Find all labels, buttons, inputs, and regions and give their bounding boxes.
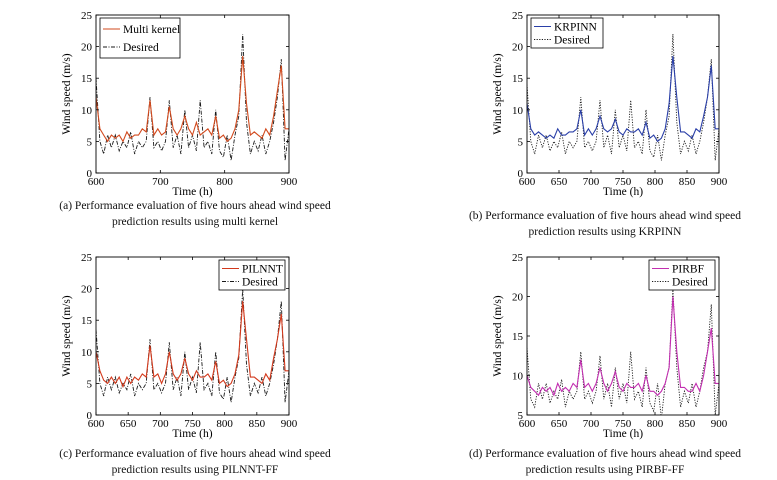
x-tick-label: 850 (679, 418, 696, 430)
caption-b: (b) Performance evaluation of five hours… (468, 210, 742, 238)
legend-label: Desired (554, 35, 590, 47)
x-tick-label: 900 (711, 418, 728, 430)
x-tick-label: 800 (647, 418, 664, 430)
y-tick-label: 15 (81, 73, 93, 85)
caption-c: (c) Performance evaluation of five hours… (59, 448, 331, 476)
series-line-pilnnt (96, 301, 289, 389)
y-tick-label: 5 (518, 410, 524, 422)
y-tick-label: 20 (512, 42, 524, 54)
y-axis-label: Wind speed (m/s) (492, 295, 504, 376)
y-tick-label: 15 (512, 331, 524, 343)
x-tick-label: 700 (152, 176, 169, 188)
x-tick-label: 750 (184, 418, 201, 430)
y-tick-label: 20 (81, 42, 93, 54)
x-tick-label: 650 (551, 418, 568, 430)
y-tick-label: 10 (512, 105, 524, 117)
x-axis-label: Time (h) (603, 186, 643, 198)
x-tick-label: 850 (679, 176, 696, 188)
x-tick-label: 700 (583, 418, 600, 430)
y-tick-label: 0 (518, 168, 524, 180)
series-line-krpinn (527, 56, 719, 143)
y-tick-label: 20 (512, 292, 524, 304)
y-tick-label: 10 (81, 347, 93, 359)
y-tick-label: 5 (518, 136, 524, 148)
y-tick-label: 15 (81, 315, 93, 327)
x-tick-label: 600 (519, 418, 536, 430)
x-tick-label: 750 (615, 176, 632, 188)
series-line-multi-kernel (96, 56, 289, 143)
x-tick-label: 900 (711, 176, 728, 188)
x-tick-label: 800 (216, 418, 233, 430)
x-tick-label: 700 (152, 418, 169, 430)
legend-label: Desired (672, 277, 708, 289)
y-axis-label: Wind speed (m/s) (61, 53, 73, 134)
x-tick-label: 750 (615, 418, 632, 430)
caption-a: (a) Performance evaluation of five hours… (59, 200, 331, 228)
y-tick-label: 0 (87, 168, 93, 180)
x-tick-label: 600 (88, 176, 105, 188)
x-axis-label: Time (h) (172, 186, 212, 198)
legend-label: Desired (123, 42, 159, 54)
x-tick-label: 700 (583, 176, 600, 188)
y-tick-label: 0 (87, 410, 93, 422)
x-tick-label: 800 (647, 176, 664, 188)
x-tick-label: 800 (216, 176, 233, 188)
x-tick-label: 650 (120, 418, 137, 430)
x-axis-label: Time (h) (172, 428, 212, 440)
plot-frame (95, 14, 290, 174)
y-tick-label: 25 (81, 252, 93, 264)
x-tick-label: 900 (281, 418, 298, 430)
legend-label: PILNNT (242, 264, 283, 276)
series-line-desired (527, 33, 719, 161)
y-tick-label: 25 (81, 10, 93, 22)
caption-d: (d) Performance evaluation of five hours… (468, 448, 742, 476)
x-tick-label: 600 (519, 176, 536, 188)
y-tick-label: 10 (512, 371, 524, 383)
series-line-pirbf (527, 296, 719, 397)
y-tick-label: 15 (512, 73, 524, 85)
chart-1: 600 650 700 750 800 850 900 0 5 10 15 20 25 Time (h) W… (492, 10, 728, 198)
chart-3: 600 650 700 750 800 850 900 5 10 15 20 25 Time (h) Wi… (492, 252, 728, 440)
x-axis-label: Time (h) (603, 428, 643, 440)
x-tick-label: 900 (281, 176, 298, 188)
y-tick-label: 5 (87, 378, 93, 390)
chart-2: 600 650 700 750 800 850 900 0 5 10 15 20 25 Time (h) W… (61, 252, 298, 440)
y-tick-label: 25 (512, 252, 524, 264)
chart-0: 600 700 800 900 0 5 10 15 20 25 Time (h) Wind speed… (61, 10, 298, 198)
y-tick-label: 25 (512, 10, 524, 22)
legend-label: Multi kernel (123, 24, 180, 36)
y-axis-label: Wind speed (m/s) (61, 295, 73, 376)
y-tick-label: 5 (87, 136, 93, 148)
legend: Multi kernel Desired (99, 17, 181, 59)
x-tick-label: 850 (249, 418, 266, 430)
series-line-desired (527, 288, 719, 415)
y-tick-label: 10 (81, 105, 93, 117)
legend-label: Desired (242, 277, 278, 289)
x-tick-label: 650 (551, 176, 568, 188)
x-tick-label: 600 (88, 418, 105, 430)
legend-label: KRPINN (554, 22, 598, 34)
y-tick-label: 20 (81, 284, 93, 296)
series-line-desired (96, 288, 289, 403)
y-axis-label: Wind speed (m/s) (492, 53, 504, 134)
legend-label: PIRBF (672, 264, 704, 276)
